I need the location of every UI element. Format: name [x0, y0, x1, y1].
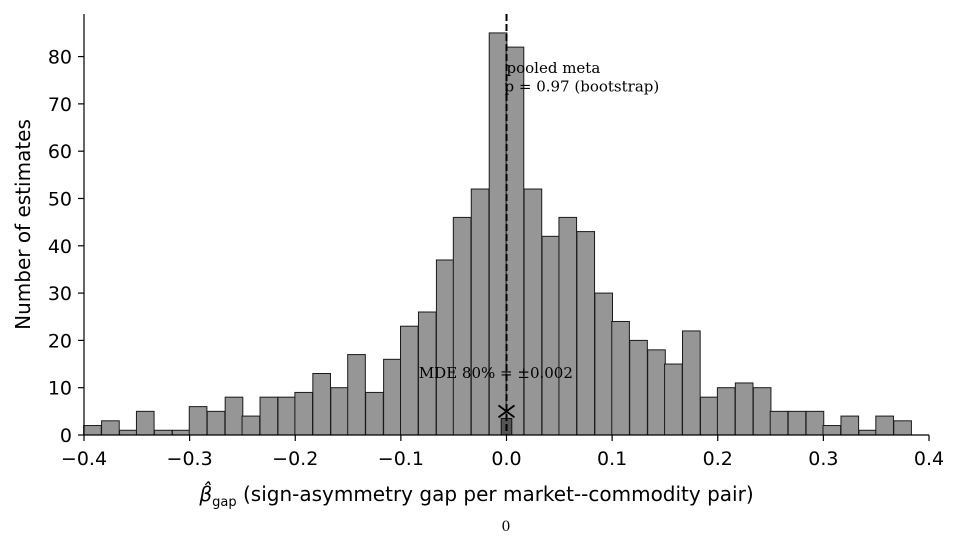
histogram-bar-26: [541, 235, 561, 436]
histogram-bar-5: [171, 429, 191, 436]
histogram-bar-8: [224, 396, 244, 436]
y-axis-ticks: 0 10 20 30 40 50 60 70 80: [48, 47, 84, 447]
histogram-bar-2: [119, 429, 138, 436]
histogram-bar-10: [259, 396, 279, 436]
bootstrap-p-value-label: p = 0.97 (bootstrap): [505, 78, 660, 96]
histogram-bar-13: [312, 373, 331, 436]
y-tick-label: 50: [48, 188, 72, 210]
histogram-bar-28: [576, 231, 596, 436]
histogram-bar-44: [858, 429, 878, 436]
histogram-bar-31: [629, 339, 648, 436]
y-tick-label: 0: [60, 425, 72, 447]
x-axis-label-subscript: gap: [212, 495, 236, 510]
y-tick-label: 10: [48, 378, 72, 400]
histogram-bar-1: [101, 420, 120, 436]
y-tick-label: 30: [48, 283, 72, 305]
histogram-bar-11: [277, 396, 297, 436]
histogram-bar-15: [347, 354, 366, 436]
x-axis-label: β̂gap (sign-asymmetry gap per market--co…: [198, 481, 753, 510]
histogram-bar-14: [330, 387, 349, 436]
histogram-bar-29: [594, 292, 613, 436]
histogram-bar-22: [470, 188, 490, 436]
histogram-bar-35: [699, 396, 719, 436]
x-tick-label: 0.1: [597, 448, 627, 470]
x-axis-label-text: (sign-asymmetry gap per market--commodit…: [237, 482, 754, 506]
histogram-bar-41: [805, 410, 825, 436]
pooled-meta-label: pooled meta: [507, 59, 601, 77]
y-tick-label: 20: [48, 330, 72, 352]
mde-label: MDE 80% = ±0.002: [419, 364, 573, 382]
histogram-bar-6: [188, 406, 208, 436]
histogram-bar-43: [840, 415, 860, 436]
footnote-text: 0: [502, 519, 511, 535]
histogram-bar-0: [83, 425, 102, 436]
histogram-bar-45: [875, 415, 894, 436]
histogram-bar-38: [752, 387, 772, 436]
x-tick-label: −0.1: [378, 448, 424, 470]
histogram-bars: [83, 32, 912, 436]
x-tick-label: −0.2: [272, 448, 318, 470]
x-axis-label-symbol: β̂: [198, 481, 212, 506]
mde-marker: [497, 404, 516, 419]
histogram-bar-3: [135, 410, 155, 436]
x-tick-label: −0.4: [61, 448, 107, 470]
x-tick-label: 0.3: [808, 448, 838, 470]
y-tick-label: 70: [48, 94, 72, 116]
histogram-bar-9: [241, 415, 261, 436]
histogram-bar-36: [716, 387, 736, 436]
x-tick-label: 0.0: [491, 448, 521, 470]
y-tick-label: 40: [48, 236, 72, 258]
histogram-bar-32: [647, 349, 666, 436]
x-tick-label: 0.2: [703, 448, 733, 470]
histogram-bar-18: [400, 325, 419, 436]
histogram-bar-33: [664, 363, 683, 436]
x-tick-label: −0.3: [167, 448, 213, 470]
histogram-bar-30: [611, 320, 630, 436]
histogram-bar-42: [822, 425, 842, 436]
histogram-bar-46: [893, 420, 912, 436]
y-tick-label: 60: [48, 141, 72, 163]
histogram-bar-16: [365, 391, 384, 436]
histogram-bar-17: [383, 358, 402, 436]
histogram-bar-4: [153, 429, 173, 436]
histogram-bar-39: [769, 410, 789, 436]
x-tick-label: 0.4: [914, 448, 944, 470]
histogram-bar-21: [452, 216, 472, 436]
histogram-bar-27: [558, 216, 578, 436]
y-tick-label: 80: [48, 47, 72, 69]
histogram-bar-7: [206, 410, 226, 436]
histogram-bar-20: [435, 259, 455, 436]
histogram-bar-40: [787, 410, 807, 436]
histogram-bar-25: [523, 188, 543, 436]
x-axis-ticks: −0.4 −0.3 −0.2 −0.1 0.0 0.1 0.2 0.3 0.4: [61, 435, 944, 470]
histogram-bar-12: [294, 391, 314, 436]
histogram-bar-37: [734, 382, 754, 436]
histogram-bar-34: [682, 330, 701, 436]
y-axis-label: Number of estimates: [11, 119, 35, 330]
